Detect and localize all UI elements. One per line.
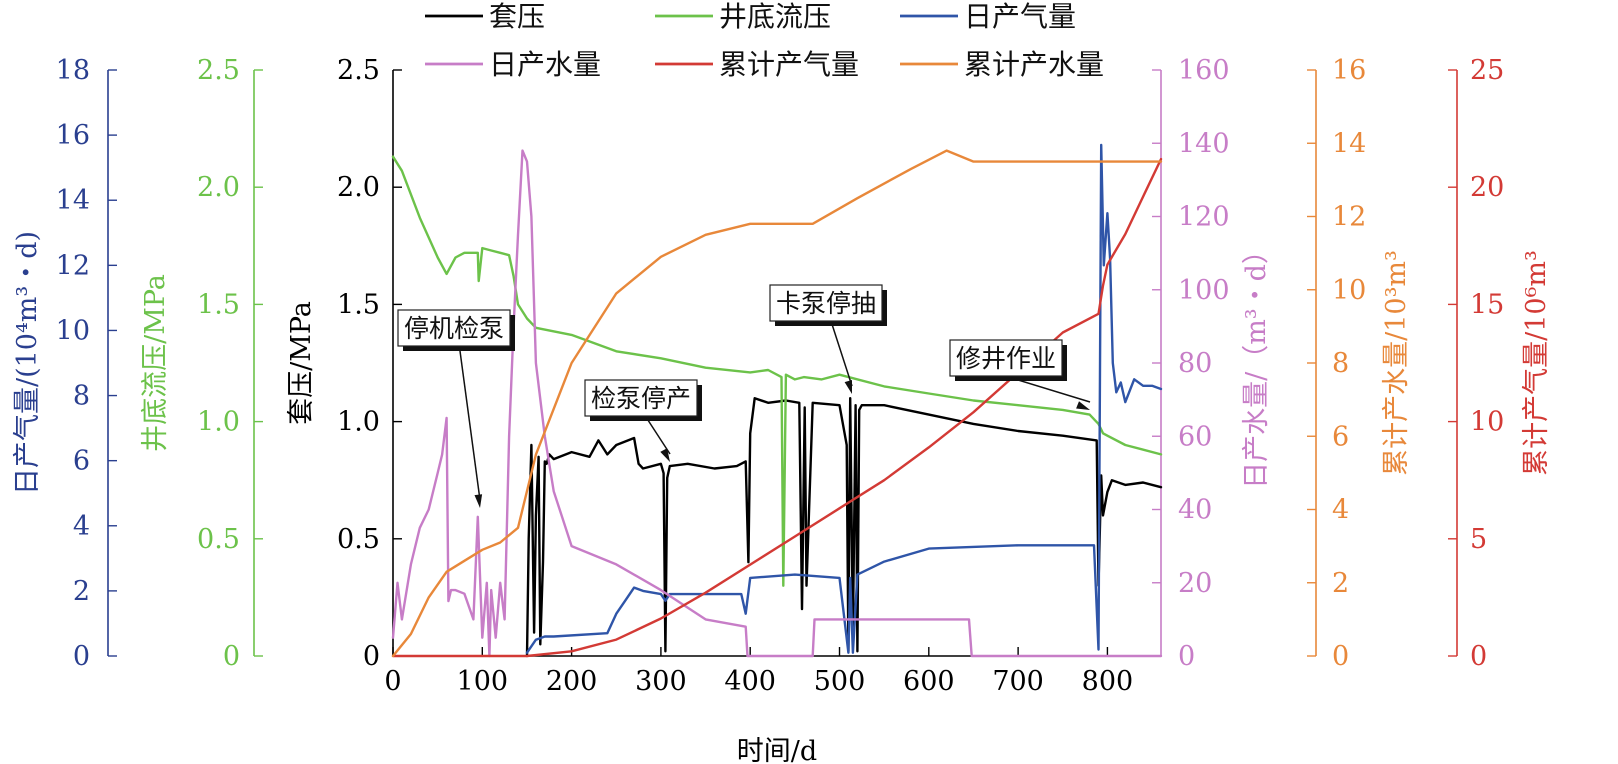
cum_water-tick-label: 8 <box>1332 348 1349 379</box>
cum_gas-axis-title: 累计产气量/10⁶m³ <box>1521 250 1552 476</box>
casing-tick-label: 1.0 <box>337 407 380 438</box>
daily_water-tick-label: 160 <box>1178 55 1230 86</box>
daily_water-tick-label: 40 <box>1178 495 1212 526</box>
casing-tick-label: 2.5 <box>337 55 380 86</box>
x-tick-label: 700 <box>992 666 1044 697</box>
annotation-arrow-head <box>474 494 483 508</box>
daily_water-tick-label: 100 <box>1178 275 1230 306</box>
x-tick-label: 100 <box>457 666 509 697</box>
daily_gas-tick-label: 0 <box>73 641 90 672</box>
annotation-box <box>397 309 511 347</box>
cum_water-tick-label: 10 <box>1332 275 1366 306</box>
daily_water-tick-label: 140 <box>1178 128 1230 159</box>
bhp-tick-label: 0 <box>223 641 240 672</box>
annotation-box <box>769 284 883 322</box>
x-tick-label: 0 <box>384 666 401 697</box>
bhp-tick-label: 0.5 <box>197 524 240 555</box>
annotation-label: 检泵停产 <box>591 384 691 413</box>
annotation-arrow-line <box>830 322 853 387</box>
cum_gas-tick-label: 5 <box>1470 524 1487 555</box>
x-tick-label: 500 <box>814 666 866 697</box>
cum_water-tick-label: 0 <box>1332 641 1349 672</box>
daily_gas-tick-label: 10 <box>56 315 90 346</box>
cum_water-axis-title: 累计产水量/10³m³ <box>1381 250 1412 476</box>
annotation-label: 停机检泵 <box>404 314 504 343</box>
casing-tick-label: 2.0 <box>337 172 380 203</box>
casing-tick-label: 0.5 <box>337 524 380 555</box>
series-line-daily_water <box>391 149 1163 658</box>
cum_gas-tick-label: 25 <box>1470 55 1504 86</box>
annotation-arrow-line <box>458 347 481 501</box>
bhp-tick-label: 1.5 <box>197 289 240 320</box>
legend-label: 套压 <box>489 0 545 33</box>
cum_gas-tick-label: 15 <box>1470 289 1504 320</box>
daily_water-tick-label: 20 <box>1178 568 1212 599</box>
daily_water-tick-label: 60 <box>1178 421 1212 452</box>
x-axis-title: 时间/d <box>737 736 817 764</box>
bhp-tick-label: 1.0 <box>197 407 240 438</box>
annotation-label: 卡泵停抽 <box>776 289 876 318</box>
bhp-axis-title: 井底流压/MPa <box>140 274 171 452</box>
annotation-arrow-head <box>844 380 852 394</box>
annotation-arrow-line <box>1011 377 1091 403</box>
legend-label: 日产气量 <box>964 0 1076 33</box>
legend-label: 日产水量 <box>489 48 601 81</box>
cum_water-tick-label: 2 <box>1332 568 1349 599</box>
x-tick-label: 600 <box>903 666 955 697</box>
daily_gas-tick-label: 2 <box>73 576 90 607</box>
series-line-casing <box>525 397 1163 658</box>
cum_water-tick-label: 6 <box>1332 421 1349 452</box>
daily_gas-tick-label: 12 <box>56 250 90 281</box>
bhp-tick-label: 2.0 <box>197 172 240 203</box>
x-tick-label: 300 <box>635 666 687 697</box>
casing-tick-label: 0 <box>363 641 380 672</box>
x-tick-label: 800 <box>1082 666 1134 697</box>
daily_gas-axis-title: 日产气量/(10⁴m³・d) <box>12 231 43 495</box>
cum_gas-tick-label: 10 <box>1470 407 1504 438</box>
daily_gas-tick-label: 14 <box>56 185 90 216</box>
x-tick-label: 400 <box>724 666 776 697</box>
cum_gas-tick-label: 0 <box>1470 641 1487 672</box>
legend-label: 井底流压 <box>719 0 831 33</box>
legend-label: 累计产气量 <box>719 48 859 81</box>
daily_water-tick-label: 0 <box>1178 641 1195 672</box>
x-tick-label: 200 <box>546 666 598 697</box>
cum_water-tick-label: 16 <box>1332 55 1366 86</box>
daily_gas-tick-label: 16 <box>56 120 90 151</box>
bhp-tick-label: 2.5 <box>197 55 240 86</box>
daily_water-tick-label: 120 <box>1178 202 1230 233</box>
series-line-cum_gas <box>391 157 1163 658</box>
series-line-cum_water <box>391 149 1163 658</box>
axes: 0 100 200 300 400 500 600 700 800时间/d02468101214… <box>12 55 1552 764</box>
series-line-bhp <box>391 155 1163 587</box>
annotation-label: 修井作业 <box>956 344 1056 373</box>
cum_water-tick-label: 4 <box>1332 495 1349 526</box>
annotation-arrow-line <box>645 417 671 455</box>
casing-axis-title: 套压/MPa <box>286 301 317 425</box>
annotation-arrow-head <box>660 448 670 462</box>
daily_gas-tick-label: 6 <box>73 446 90 477</box>
cum_gas-tick-label: 20 <box>1470 172 1504 203</box>
daily_gas-tick-label: 4 <box>73 511 90 542</box>
cum_water-tick-label: 12 <box>1332 202 1366 233</box>
daily_water-axis-title: 日产水量/（m³・d） <box>1241 237 1272 489</box>
annotation-arrow-head <box>1076 401 1090 410</box>
daily_gas-tick-label: 18 <box>56 55 90 86</box>
series-line-daily_gas <box>525 143 1163 654</box>
legend-label: 累计产水量 <box>964 48 1104 81</box>
annotation-box <box>949 339 1063 377</box>
daily_gas-tick-label: 8 <box>73 381 90 412</box>
casing-tick-label: 1.5 <box>337 289 380 320</box>
series-group <box>391 143 1163 658</box>
annotation-box <box>584 379 698 417</box>
cum_water-tick-label: 14 <box>1332 128 1366 159</box>
daily_water-tick-label: 80 <box>1178 348 1212 379</box>
